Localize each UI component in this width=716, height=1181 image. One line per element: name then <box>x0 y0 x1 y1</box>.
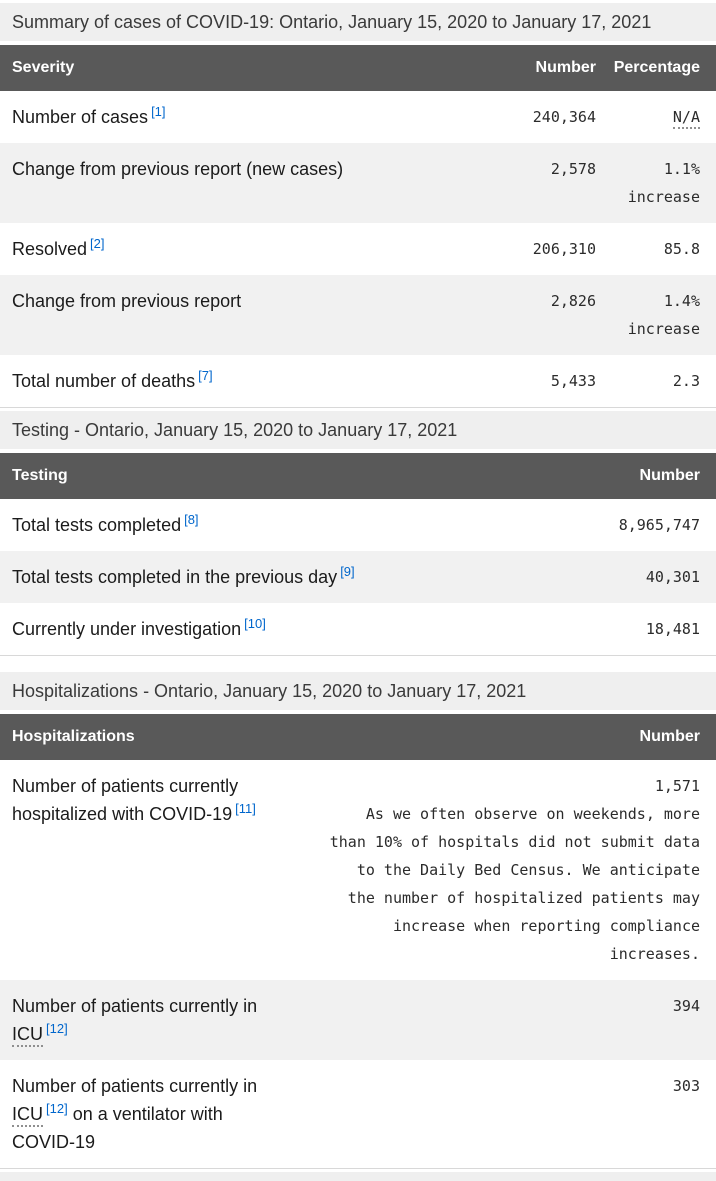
row-percentage-note: increase <box>627 188 700 206</box>
row-label: Total number of deaths <box>12 371 196 391</box>
icu-abbreviation[interactable]: ICU <box>12 1024 43 1047</box>
percentage-column-header: Percentage <box>598 45 716 91</box>
next-section-band-cutoff <box>0 1172 716 1181</box>
footnote-link[interactable]: [12] <box>46 1021 68 1036</box>
table-row: Resolved [2] 206,310 85.8 <box>0 223 716 275</box>
row-label: Total tests completed <box>12 515 182 535</box>
row-label: Number of patients currently in <box>12 996 258 1016</box>
row-number: 206,310 <box>532 240 596 258</box>
summary-section-title: Summary of cases of COVID-19: Ontario, J… <box>0 3 716 41</box>
row-percentage: 2.3 <box>672 372 700 390</box>
hospitalizations-table: Hospitalizations Number Number of patien… <box>0 714 716 1169</box>
table-row: Number of cases [1] 240,364 N/A <box>0 91 716 143</box>
hospital-reporting-note-line: increases. <box>609 945 700 963</box>
footnote-link[interactable]: [7] <box>198 368 213 383</box>
row-number: 2,826 <box>550 292 596 310</box>
hospitalizations-header-row: Hospitalizations Number <box>0 714 716 760</box>
hospitalizations-section-title: Hospitalizations - Ontario, January 15, … <box>0 672 716 710</box>
hospital-reporting-note-line: than 10% of hospitals did not submit dat… <box>329 833 700 851</box>
table-row: Total tests completed [8] 8,965,747 <box>0 499 716 551</box>
testing-section-title: Testing - Ontario, January 15, 2020 to J… <box>0 411 716 449</box>
severity-column-header: Severity <box>0 45 498 91</box>
testing-header-row: Testing Number <box>0 453 716 499</box>
hospital-reporting-note-line: to the Daily Bed Census. We anticipate <box>356 861 700 879</box>
table-row: Change from previous report (new cases) … <box>0 143 716 223</box>
icu-abbreviation[interactable]: ICU <box>12 1104 43 1127</box>
row-label: Total tests completed in the previous da… <box>12 567 338 587</box>
testing-section: Testing - Ontario, January 15, 2020 to J… <box>0 411 716 656</box>
number-column-header: Number <box>498 45 598 91</box>
row-percentage: 1.4% <box>663 292 700 310</box>
row-label: Resolved <box>12 239 88 259</box>
row-label: Currently under investigation <box>12 619 242 639</box>
table-row: Currently under investigation [10] 18,481 <box>0 603 716 656</box>
row-number: 18,481 <box>645 620 700 638</box>
footnote-link[interactable]: [12] <box>46 1101 68 1116</box>
hospital-reporting-note-line: As we often observe on weekends, more <box>365 805 700 823</box>
footnote-link[interactable]: [10] <box>244 616 266 631</box>
hospital-reporting-note-line: increase when reporting compliance <box>392 917 700 935</box>
row-number: 1,571 <box>654 777 700 795</box>
hospitalizations-section: Hospitalizations - Ontario, January 15, … <box>0 672 716 1169</box>
row-number: 394 <box>672 997 700 1015</box>
hospitalizations-column-header: Hospitalizations <box>0 714 280 760</box>
row-number: 5,433 <box>550 372 596 390</box>
number-column-header: Number <box>556 453 716 499</box>
footnote-link[interactable]: [8] <box>184 512 199 527</box>
row-percentage-note: increase <box>627 320 700 338</box>
row-label: Number of patients currently in <box>12 1076 258 1096</box>
testing-column-header: Testing <box>0 453 556 499</box>
summary-table: Severity Number Percentage Number of cas… <box>0 45 716 408</box>
number-column-header: Number <box>280 714 716 760</box>
hospital-reporting-note-line: the number of hospitalized patients may <box>347 889 700 907</box>
row-label-continued: on a ventilator with COVID-19 <box>12 1104 223 1152</box>
table-row: Change from previous report 2,826 1.4% in… <box>0 275 716 355</box>
footnote-link[interactable]: [9] <box>340 564 355 579</box>
row-label: Number of cases <box>12 107 149 127</box>
table-row: Total tests completed in the previous da… <box>0 551 716 603</box>
footnote-link[interactable]: [2] <box>90 236 105 251</box>
na-abbreviation[interactable]: N/A <box>672 108 700 129</box>
row-number: 8,965,747 <box>618 516 700 534</box>
row-number: 240,364 <box>532 108 596 126</box>
footnote-link[interactable]: [1] <box>151 104 166 119</box>
testing-table: Testing Number Total tests completed [8] … <box>0 453 716 656</box>
summary-header-row: Severity Number Percentage <box>0 45 716 91</box>
row-number: 2,578 <box>550 160 596 178</box>
row-number: 40,301 <box>645 568 700 586</box>
table-row: Number of patients currently in ICU [12] … <box>0 980 716 1060</box>
row-label: Change from previous report <box>12 291 242 311</box>
row-label: Number of patients currently hospitalize… <box>12 776 239 824</box>
table-row: Number of patients currently hospitalize… <box>0 760 716 980</box>
footnote-link[interactable]: [11] <box>235 801 256 816</box>
table-row: Number of patients currently in ICU [12] … <box>0 1060 716 1169</box>
row-label: Change from previous report (new cases) <box>12 159 344 179</box>
row-percentage: 1.1% <box>663 160 700 178</box>
row-percentage: 85.8 <box>663 240 700 258</box>
summary-section: Summary of cases of COVID-19: Ontario, J… <box>0 3 716 408</box>
row-number: 303 <box>672 1077 700 1095</box>
table-row: Total number of deaths [7] 5,433 2.3 <box>0 355 716 408</box>
